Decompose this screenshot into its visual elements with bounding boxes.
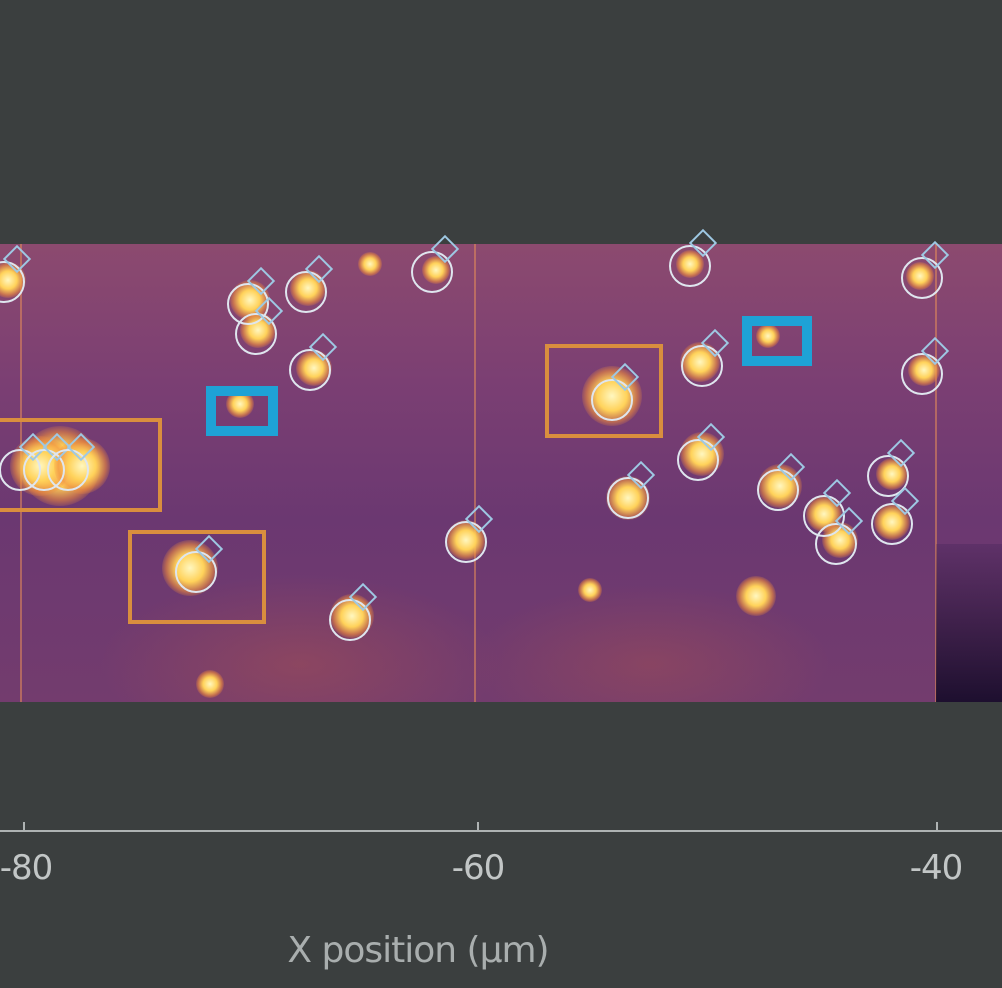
roi-box[interactable] xyxy=(0,418,162,512)
fluorescence-scan-image[interactable] xyxy=(0,228,1002,702)
fluorescent-spot xyxy=(736,576,776,616)
selected-roi-box[interactable] xyxy=(742,316,812,366)
circle-marker-icon xyxy=(235,313,277,355)
circle-marker-icon xyxy=(867,455,909,497)
fluorescent-spot xyxy=(196,670,224,698)
circle-marker-icon xyxy=(669,245,711,287)
circle-marker-icon xyxy=(677,439,719,481)
circle-marker-icon xyxy=(285,271,327,313)
selected-roi-box[interactable] xyxy=(206,386,278,436)
tile-seam xyxy=(935,244,937,702)
circle-marker-icon xyxy=(871,503,913,545)
fluorescent-spot xyxy=(358,252,382,276)
circle-marker-icon xyxy=(289,349,331,391)
x-tick-label: -80 xyxy=(0,848,53,888)
x-axis-line xyxy=(0,830,1002,832)
circle-marker-icon xyxy=(329,599,371,641)
circle-marker-icon xyxy=(411,251,453,293)
circle-marker-icon xyxy=(175,551,217,593)
roi-box[interactable] xyxy=(128,530,266,624)
circle-marker-icon xyxy=(815,523,857,565)
circle-marker-icon xyxy=(591,379,633,421)
dark-region xyxy=(936,544,1002,702)
x-tick-label: -60 xyxy=(451,848,506,888)
circle-marker-icon xyxy=(681,345,723,387)
x-axis-tick xyxy=(477,822,479,832)
x-tick-label: -40 xyxy=(909,848,964,888)
circle-marker-icon xyxy=(901,257,943,299)
x-axis-tick xyxy=(936,822,938,832)
circle-marker-icon xyxy=(607,477,649,519)
circle-marker-icon xyxy=(901,353,943,395)
circle-marker-icon xyxy=(757,469,799,511)
x-axis-title: X position (µm) xyxy=(287,930,549,971)
circle-marker-icon xyxy=(445,521,487,563)
tile-seam xyxy=(474,244,476,702)
roi-box[interactable] xyxy=(545,344,663,438)
x-axis-tick xyxy=(23,822,25,832)
circle-marker-icon xyxy=(47,449,89,491)
x-axis: -80 -60 -40 X position (µm) xyxy=(0,822,1002,988)
fluorescent-spot xyxy=(578,578,602,602)
fluorescent-spot xyxy=(756,324,780,348)
